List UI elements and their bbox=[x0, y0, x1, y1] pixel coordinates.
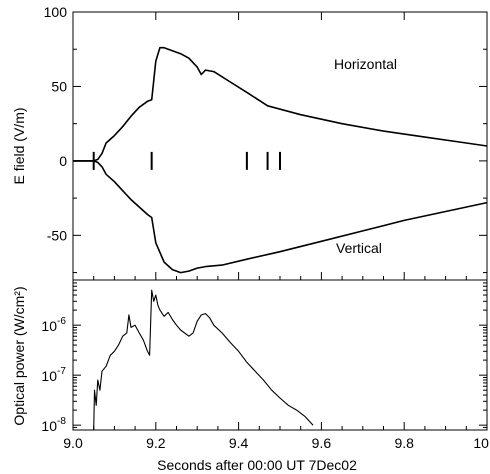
efield-y-tick-label: 100 bbox=[44, 4, 68, 20]
efield-plot-frame bbox=[72, 11, 488, 281]
series-line-vertical bbox=[73, 160, 488, 274]
optical-y-tick-exponent: -7 bbox=[57, 366, 66, 377]
annotation-horizontal: Horizontal bbox=[334, 56, 397, 72]
efield-series bbox=[73, 46, 488, 274]
optical-series bbox=[93, 289, 314, 431]
optical-y-tick-exponent: -8 bbox=[57, 416, 66, 427]
x-tick-label: 9.2 bbox=[146, 435, 166, 451]
x-axis-ticks: 9.0 9.2 9.4 9.6 9.8 10.0 bbox=[63, 12, 490, 451]
efield-y-axis-label: E field (V/m) bbox=[11, 107, 27, 184]
efield-panel: 100 50 0 -50 Horizontal Vertical E field (V… bbox=[11, 4, 488, 281]
optical-plot-frame bbox=[72, 279, 488, 431]
optical-y-tick-label: 10 bbox=[41, 368, 57, 384]
optical-y-axis-label: Optical power (W/cm²) bbox=[11, 286, 27, 425]
optical-y-tick-exponent: -6 bbox=[57, 316, 66, 327]
efield-y-tick-label: 0 bbox=[59, 153, 67, 169]
x-axis-label: Seconds after 00:00 UT 7Dec02 bbox=[157, 457, 357, 473]
efield-y-ticks: 100 50 0 -50 bbox=[44, 4, 487, 274]
annotation-vertical: Vertical bbox=[336, 240, 382, 256]
x-tick-label: 9.0 bbox=[63, 435, 83, 451]
optical-panel: 10-610-710-8 9.09.29.49.69.810.0 Optical… bbox=[11, 12, 490, 473]
optical-power-line bbox=[93, 289, 314, 431]
x-tick-label: 10.0 bbox=[473, 435, 490, 451]
optical-y-tick-label: 10 bbox=[41, 418, 57, 434]
optical-y-tick-label: 10 bbox=[41, 318, 57, 334]
efield-y-tick-label: 50 bbox=[51, 78, 67, 94]
optical-y-ticks: 10-610-710-8 bbox=[41, 279, 487, 434]
series-line-horizontal bbox=[73, 46, 488, 162]
efield-event-markers bbox=[92, 151, 281, 170]
x-tick-label: 9.4 bbox=[229, 435, 249, 451]
efield-y-tick-label: -50 bbox=[47, 227, 67, 243]
x-tick-label: 9.8 bbox=[394, 435, 414, 451]
x-tick-label: 9.6 bbox=[312, 435, 332, 451]
